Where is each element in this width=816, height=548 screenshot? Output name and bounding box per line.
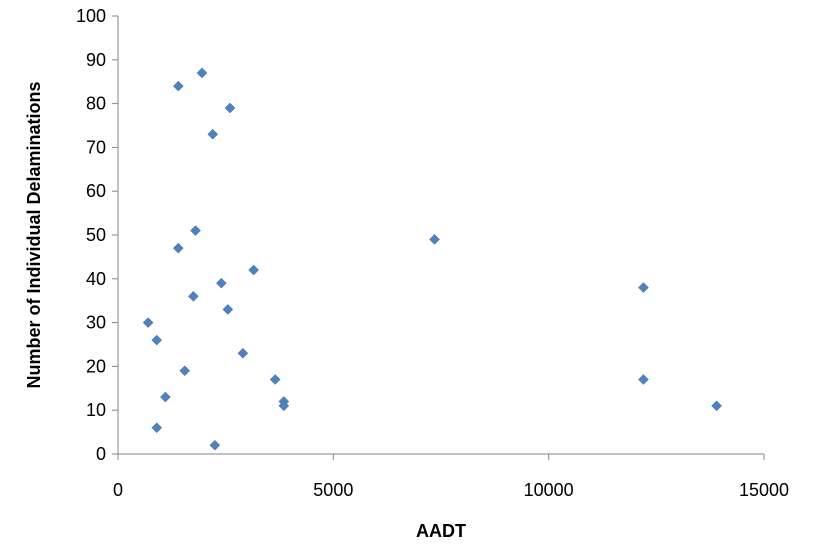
x-tick-label: 0	[113, 480, 123, 500]
y-tick-label: 20	[86, 356, 106, 376]
y-tick-label: 90	[86, 50, 106, 70]
data-point	[151, 334, 163, 346]
y-tick-label: 10	[86, 400, 106, 420]
data-point	[142, 317, 154, 328]
axes	[117, 16, 764, 455]
y-tick-label: 0	[96, 444, 106, 464]
data-point	[179, 365, 191, 377]
data-point	[237, 347, 249, 359]
data-point	[638, 282, 649, 293]
data-point	[190, 225, 201, 236]
data-point	[196, 67, 208, 79]
data-points	[142, 67, 722, 451]
x-axis-title: AADT	[416, 521, 466, 541]
y-tick-label: 100	[76, 6, 106, 26]
data-point	[209, 439, 221, 451]
data-point	[638, 374, 649, 385]
x-tick-label: 5000	[313, 480, 353, 500]
data-point	[269, 374, 281, 385]
data-point	[248, 264, 260, 276]
y-tick-label: 30	[86, 313, 106, 333]
data-point	[224, 102, 236, 114]
y-tick-label: 50	[86, 225, 106, 245]
y-tick-label: 80	[86, 94, 106, 114]
y-axis-title: Number of Individual Delaminations	[24, 81, 44, 388]
y-tick-label: 40	[86, 269, 106, 289]
y-ticks: 0 10 20 30 40 50 60 70 80 90 100	[76, 6, 118, 464]
y-tick-label: 70	[86, 137, 106, 157]
data-point	[172, 80, 184, 92]
data-point	[160, 391, 171, 403]
y-tick-label: 60	[86, 181, 106, 201]
x-ticks: 0 5000 10000 15000	[113, 454, 789, 500]
data-point	[151, 422, 163, 434]
data-point	[278, 400, 290, 412]
x-tick-label: 15000	[739, 480, 789, 500]
data-point	[172, 242, 184, 254]
x-tick-label: 10000	[524, 480, 574, 500]
data-point	[711, 400, 722, 412]
data-point	[216, 277, 227, 289]
data-point	[429, 234, 440, 245]
data-point	[222, 304, 234, 315]
data-point	[207, 128, 219, 140]
data-point	[188, 290, 199, 302]
